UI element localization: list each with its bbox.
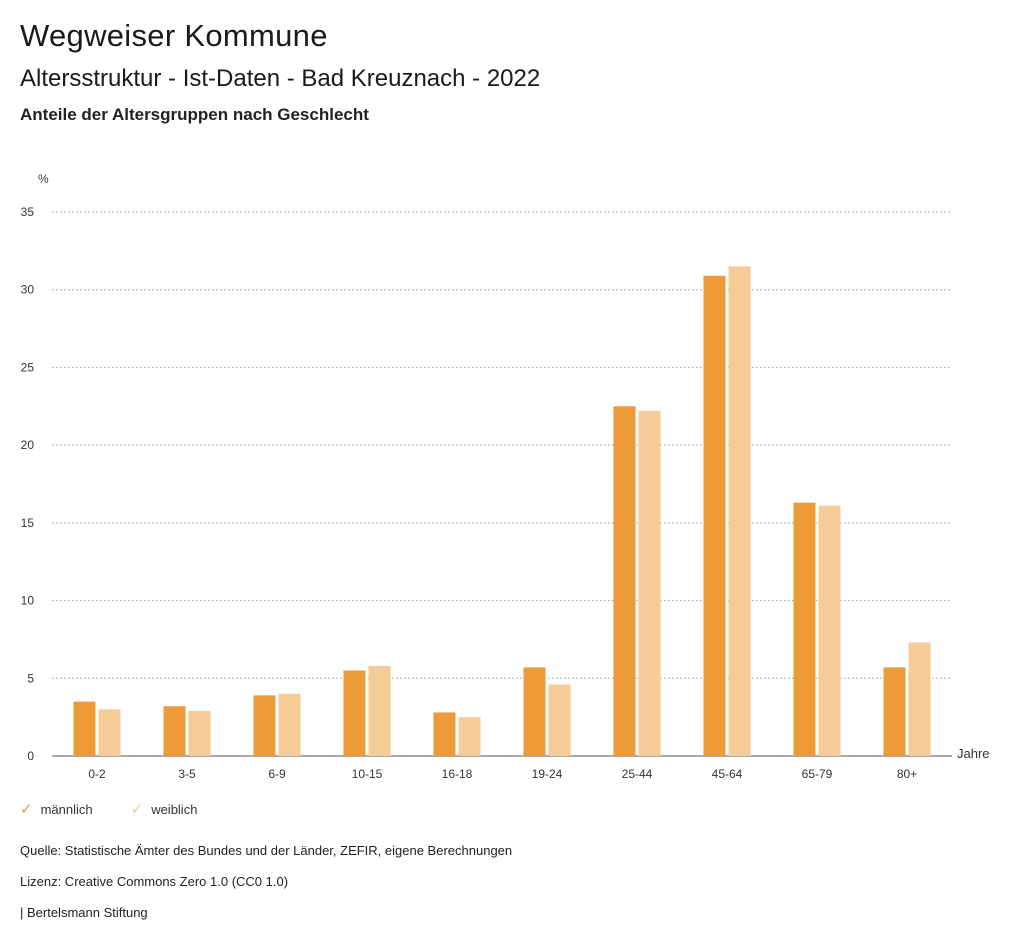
legend-label: männlich	[40, 802, 93, 817]
legend: ✓ männlich ✓ weiblich	[20, 802, 197, 817]
bar-maennlich-19-24	[523, 667, 546, 756]
bar-weiblich-80+	[908, 642, 931, 756]
bar-maennlich-6-9	[253, 695, 276, 756]
brand-note: | Bertelsmann Stiftung	[20, 905, 148, 920]
x-tick-label: 25-44	[622, 767, 653, 781]
bar-chart: 0 5 10 15 20 25 30 35% Jahre 0-2 3-5 6-9 10-15 16-18 1…	[21, 172, 990, 781]
x-tick-label: 80+	[897, 767, 917, 781]
bar-maennlich-10-15	[343, 670, 366, 756]
chart-description: Anteile der Altersgruppen nach Geschlech…	[20, 105, 369, 124]
bar-weiblich-19-24	[548, 684, 571, 756]
y-tick-label: 20	[21, 438, 35, 452]
axis-labels: 0 5 10 15 20 25 30 35% Jahre 0-2 3-5 6-9 10-15 16-18 1…	[21, 172, 990, 781]
y-tick-label: 35	[21, 205, 35, 219]
x-axis-label: Jahre	[957, 746, 990, 761]
bar-weiblich-16-18	[458, 717, 481, 756]
y-axis-label: %	[38, 172, 49, 186]
bar-maennlich-80+	[883, 667, 906, 756]
x-tick-label: 6-9	[268, 767, 286, 781]
y-tick-label: 30	[21, 283, 35, 297]
bar-weiblich-3-5	[188, 710, 211, 756]
x-tick-label: 0-2	[88, 767, 106, 781]
x-tick-label: 19-24	[532, 767, 563, 781]
bar-weiblich-45-64	[728, 266, 751, 756]
bars	[73, 266, 931, 756]
legend-item-weiblich[interactable]: ✓ weiblich	[131, 802, 198, 817]
x-tick-label: 10-15	[352, 767, 383, 781]
bar-maennlich-25-44	[613, 406, 636, 756]
page-title: Wegweiser Kommune	[20, 18, 328, 53]
x-tick-label: 65-79	[802, 767, 833, 781]
y-tick-label: 25	[21, 360, 35, 374]
bar-weiblich-65-79	[818, 505, 841, 756]
bar-maennlich-3-5	[163, 706, 186, 756]
grid-lines	[52, 211, 952, 757]
checkmark-icon: ✓	[20, 801, 33, 818]
bar-weiblich-0-2	[98, 709, 121, 756]
x-tick-label: 16-18	[442, 767, 473, 781]
checkmark-icon: ✓	[130, 801, 144, 818]
bar-maennlich-45-64	[703, 275, 726, 756]
y-tick-label: 5	[27, 671, 34, 685]
bar-weiblich-25-44	[638, 410, 661, 756]
chart-subtitle: Altersstruktur - Ist-Daten - Bad Kreuzna…	[20, 65, 541, 92]
x-tick-label: 45-64	[712, 767, 743, 781]
source-note: Quelle: Statistische Ämter des Bundes un…	[20, 843, 513, 858]
legend-item-maennlich[interactable]: ✓ männlich	[20, 802, 93, 817]
y-tick-label: 0	[27, 749, 34, 763]
bar-maennlich-16-18	[433, 712, 456, 756]
x-tick-label: 3-5	[178, 767, 196, 781]
y-tick-label: 15	[21, 516, 35, 530]
bar-weiblich-10-15	[368, 665, 391, 756]
bar-maennlich-0-2	[73, 701, 96, 756]
y-tick-label: 10	[21, 594, 35, 608]
legend-label: weiblich	[151, 802, 198, 817]
bar-maennlich-65-79	[793, 502, 816, 756]
bar-weiblich-6-9	[278, 693, 301, 756]
license-note: Lizenz: Creative Commons Zero 1.0 (CC0 1…	[20, 874, 289, 889]
